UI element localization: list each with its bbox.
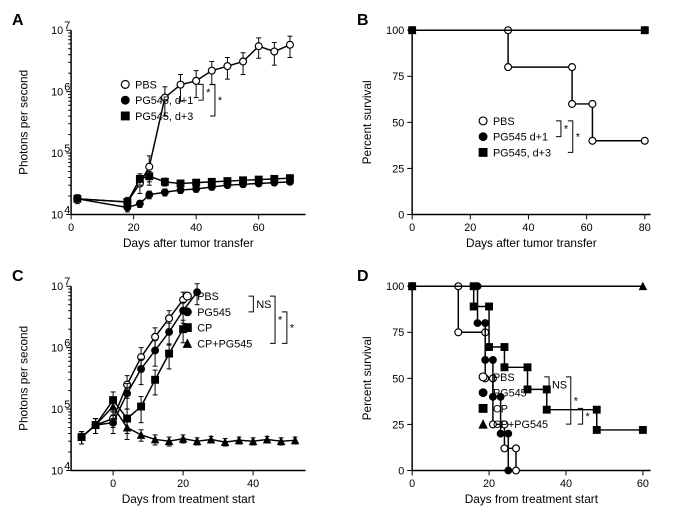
- svg-text:0: 0: [110, 479, 116, 491]
- svg-text:50: 50: [392, 117, 404, 129]
- svg-text:PBS: PBS: [197, 291, 219, 303]
- svg-text:100: 100: [386, 25, 404, 37]
- svg-text:PBS: PBS: [493, 372, 515, 384]
- svg-text:CP+PG545: CP+PG545: [493, 420, 548, 432]
- svg-text:PG545 d+1: PG545 d+1: [493, 132, 548, 144]
- svg-text:4: 4: [64, 461, 70, 473]
- svg-text:20: 20: [483, 479, 495, 491]
- svg-text:*: *: [564, 124, 569, 136]
- svg-text:*: *: [290, 323, 295, 335]
- svg-text:PBS: PBS: [493, 116, 515, 128]
- figure-grid: A 1041051061070204060Days after tumor tr…: [10, 10, 690, 499]
- svg-text:25: 25: [392, 420, 404, 432]
- svg-text:5: 5: [64, 143, 70, 155]
- panel-b-label: B: [357, 12, 369, 30]
- panel-b-svg: 0 25 50 75 100 0 20 40 60 80 Days after tumor tran…: [355, 10, 690, 256]
- svg-text:20: 20: [128, 222, 140, 234]
- svg-text:4: 4: [64, 204, 70, 216]
- svg-text:60: 60: [581, 222, 593, 234]
- svg-text:Photons per second: Photons per second: [17, 326, 31, 431]
- svg-text:20: 20: [464, 222, 476, 234]
- panel-c-svg: 10410510610702040Days from treatment sta…: [10, 266, 345, 512]
- svg-text:6: 6: [64, 82, 70, 94]
- svg-text:Percent survival: Percent survival: [360, 80, 374, 164]
- panel-a: A 1041051061070204060Days after tumor tr…: [10, 10, 345, 256]
- svg-text:PG545, d+3: PG545, d+3: [135, 111, 193, 123]
- svg-text:PG545: PG545: [493, 388, 527, 400]
- svg-text:0: 0: [68, 222, 74, 234]
- svg-text:25: 25: [392, 163, 404, 175]
- svg-text:75: 75: [392, 328, 404, 340]
- svg-text:*: *: [218, 95, 223, 107]
- svg-text:10: 10: [51, 282, 63, 294]
- svg-text:*: *: [586, 412, 591, 424]
- svg-text:PBS: PBS: [135, 79, 157, 91]
- svg-text:10: 10: [51, 404, 63, 416]
- svg-text:10: 10: [51, 343, 63, 355]
- svg-text:Days from treatment start: Days from treatment start: [465, 492, 599, 506]
- svg-text:Percent survival: Percent survival: [360, 337, 374, 421]
- panel-c: C 10410510610702040Days from treatment s…: [10, 266, 345, 512]
- svg-text:80: 80: [639, 222, 651, 234]
- svg-text:40: 40: [560, 479, 572, 491]
- panel-d: D 0 25 50 75 100 0 20 40 60 Days from treatment s…: [355, 266, 690, 512]
- svg-text:*: *: [576, 132, 581, 144]
- svg-text:40: 40: [247, 479, 259, 491]
- svg-text:CP: CP: [197, 323, 212, 335]
- svg-text:*: *: [574, 396, 579, 408]
- svg-text:10: 10: [51, 87, 63, 99]
- panel-d-svg: 0 25 50 75 100 0 20 40 60 Days from treatment sta…: [355, 266, 690, 512]
- svg-text:NS: NS: [552, 380, 567, 392]
- svg-text:40: 40: [190, 222, 202, 234]
- svg-text:*: *: [206, 87, 211, 99]
- panel-d-label: D: [357, 268, 369, 286]
- svg-text:CP: CP: [493, 404, 508, 416]
- panel-b: B 0 25 50 75 100 0 20 40 60 80 Days after tumor tr…: [355, 10, 690, 256]
- svg-text:50: 50: [392, 374, 404, 386]
- panel-a-label: A: [12, 12, 24, 30]
- svg-text:0: 0: [398, 466, 404, 478]
- svg-text:Days after tumor transfer: Days after tumor transfer: [123, 236, 254, 250]
- svg-text:PG545, d+1: PG545, d+1: [135, 95, 193, 107]
- svg-text:Days after tumor transfer: Days after tumor transfer: [466, 236, 597, 250]
- svg-text:60: 60: [637, 479, 649, 491]
- svg-text:10: 10: [51, 148, 63, 160]
- svg-text:7: 7: [64, 277, 70, 289]
- svg-text:75: 75: [392, 71, 404, 83]
- svg-text:*: *: [278, 315, 283, 327]
- svg-text:20: 20: [177, 479, 189, 491]
- svg-text:Days from treatment start: Days from treatment start: [122, 492, 256, 506]
- svg-text:10: 10: [51, 25, 63, 37]
- svg-text:7: 7: [64, 20, 70, 32]
- svg-text:60: 60: [253, 222, 265, 234]
- panel-c-label: C: [12, 268, 24, 286]
- svg-text:40: 40: [522, 222, 534, 234]
- svg-text:NS: NS: [256, 299, 271, 311]
- svg-text:0: 0: [398, 209, 404, 221]
- svg-text:5: 5: [64, 399, 70, 411]
- svg-text:10: 10: [51, 466, 63, 478]
- svg-text:PG545, d+3: PG545, d+3: [493, 147, 551, 159]
- svg-text:Photons per second: Photons per second: [17, 70, 31, 175]
- svg-text:PG545: PG545: [197, 307, 231, 319]
- panel-a-svg: 1041051061070204060Days after tumor tran…: [10, 10, 345, 256]
- svg-text:0: 0: [409, 479, 415, 491]
- svg-text:10: 10: [51, 209, 63, 221]
- svg-text:6: 6: [64, 338, 70, 350]
- svg-text:0: 0: [409, 222, 415, 234]
- svg-text:CP+PG545: CP+PG545: [197, 339, 252, 351]
- svg-text:100: 100: [386, 282, 404, 294]
